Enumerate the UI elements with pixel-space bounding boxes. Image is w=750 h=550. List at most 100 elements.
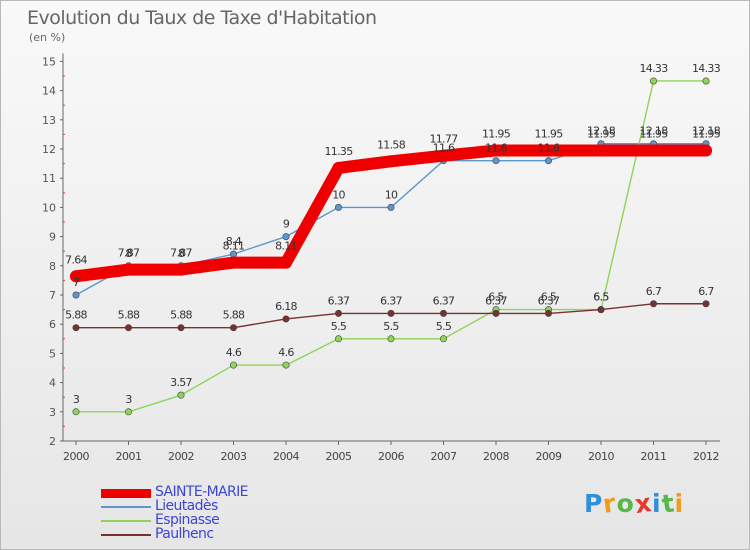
data-point-paulhenc-2011 xyxy=(649,300,657,308)
logo-letter: i xyxy=(652,489,662,518)
y-tick-label-10: 10 xyxy=(42,201,56,214)
data-label-lieutad-s-2000: 7 xyxy=(73,276,80,289)
data-point-lieutad-s-2009 xyxy=(544,157,552,165)
y-tick-label-13: 13 xyxy=(42,114,56,127)
y-tick-label-15: 15 xyxy=(42,55,56,68)
logo-letter: x xyxy=(632,487,654,520)
legend-item-paulhenc: Paulhenc xyxy=(101,526,321,542)
data-point-lieutad-s-2008 xyxy=(492,157,500,165)
data-label-lieutad-s-2005: 10 xyxy=(332,188,345,201)
data-label-paulhenc-2011: 6.7 xyxy=(646,285,662,298)
data-label-sainte-marie-2007: 11.77 xyxy=(430,133,459,146)
x-tick-label-2011: 2011 xyxy=(641,450,667,463)
data-label-espinasse-2002: 3.57 xyxy=(170,376,192,389)
data-point-sainte-marie-2006 xyxy=(385,155,397,168)
data-label-paulhenc-2004: 6.18 xyxy=(275,300,297,313)
chart-subtitle: (en %) xyxy=(29,31,66,44)
data-point-paulhenc-2000 xyxy=(72,324,80,332)
data-point-espinasse-2000 xyxy=(72,408,80,416)
data-label-lieutad-s-2006: 10 xyxy=(385,188,398,201)
data-label-espinasse-2007: 5.5 xyxy=(436,320,452,333)
data-point-sainte-marie-2010 xyxy=(595,144,607,157)
data-label-paulhenc-2000: 5.88 xyxy=(65,309,87,322)
data-label-espinasse-2004: 4.6 xyxy=(278,346,294,359)
legend-label-espinasse: Espinasse xyxy=(155,512,220,528)
x-tick-label-2001: 2001 xyxy=(116,450,142,463)
data-point-espinasse-2005 xyxy=(334,335,342,343)
data-label-sainte-marie-2004: 8.11 xyxy=(275,240,297,253)
legend-swatch-paulhenc xyxy=(101,534,151,536)
data-point-espinasse-2006 xyxy=(387,335,395,343)
legend-label-sainte-marie: SAINTE-MARIE xyxy=(155,484,249,500)
data-point-espinasse-2001 xyxy=(125,408,133,416)
data-label-espinasse-2009: 6.5 xyxy=(541,291,557,304)
data-label-paulhenc-2002: 5.88 xyxy=(170,309,192,322)
x-tick-label-2004: 2004 xyxy=(273,450,299,463)
data-point-espinasse-2004 xyxy=(282,361,290,369)
data-label-sainte-marie-2009: 11.95 xyxy=(535,127,564,140)
data-point-espinasse-2002 xyxy=(177,391,185,399)
data-label-paulhenc-2003: 5.88 xyxy=(223,309,245,322)
data-point-sainte-marie-2000 xyxy=(70,270,82,283)
data-label-paulhenc-2001: 5.88 xyxy=(118,309,140,322)
data-label-espinasse-2011: 14.33 xyxy=(640,62,669,75)
data-label-lieutad-s-2012: 12.18 xyxy=(692,125,721,138)
data-point-espinasse-2011 xyxy=(649,77,657,85)
data-label-paulhenc-2007: 6.37 xyxy=(433,294,455,307)
data-point-paulhenc-2005 xyxy=(334,309,342,317)
legend-swatch-sainte-marie xyxy=(101,488,151,498)
data-label-espinasse-2008: 6.5 xyxy=(488,291,504,304)
data-label-sainte-marie-2005: 11.35 xyxy=(325,145,354,158)
data-label-espinasse-2012: 14.33 xyxy=(692,62,721,75)
data-point-lieutad-s-2005 xyxy=(334,203,342,211)
data-point-paulhenc-2009 xyxy=(544,309,552,317)
data-label-sainte-marie-2000: 7.64 xyxy=(65,253,87,266)
legend-swatch-lieutad-s xyxy=(101,506,151,508)
data-point-paulhenc-2001 xyxy=(125,324,133,332)
data-label-paulhenc-2009: 6.37 xyxy=(538,294,560,307)
x-tick-label-2003: 2003 xyxy=(221,450,247,463)
data-point-espinasse-2007 xyxy=(439,335,447,343)
data-point-lieutad-s-2006 xyxy=(387,203,395,211)
y-tick-label-7: 7 xyxy=(49,289,56,302)
data-label-lieutad-s-2010: 12.18 xyxy=(587,125,616,138)
x-tick-label-2002: 2002 xyxy=(168,450,194,463)
data-point-sainte-marie-2003 xyxy=(227,256,240,269)
chart-legend: SAINTE-MARIE Lieutadès Espinasse Paulhenc xyxy=(101,484,321,542)
data-label-espinasse-2005: 5.5 xyxy=(331,320,347,333)
data-point-sainte-marie-2009 xyxy=(542,144,555,157)
data-label-paulhenc-2005: 6.37 xyxy=(328,294,350,307)
data-label-lieutad-s-2009: 11.6 xyxy=(538,142,560,155)
data-label-lieutad-s-2001: 8 xyxy=(125,247,132,260)
data-label-lieutad-s-2007: 11.6 xyxy=(433,142,455,155)
x-tick-label-2006: 2006 xyxy=(378,450,404,463)
data-point-paulhenc-2003 xyxy=(230,324,238,332)
data-point-sainte-marie-2005 xyxy=(332,161,345,174)
y-tick-label-9: 9 xyxy=(49,231,56,244)
legend-swatch-espinasse xyxy=(101,520,151,522)
data-point-paulhenc-2004 xyxy=(282,315,290,323)
data-point-paulhenc-2002 xyxy=(177,324,185,332)
data-point-paulhenc-2012 xyxy=(702,300,710,308)
data-point-espinasse-2003 xyxy=(230,361,238,369)
logo-letter: P xyxy=(584,489,604,518)
data-label-sainte-marie-2001: 7.87 xyxy=(118,247,140,260)
data-label-paulhenc-2006: 6.37 xyxy=(380,294,402,307)
data-label-paulhenc-2012: 6.7 xyxy=(698,285,714,298)
y-tick-label-14: 14 xyxy=(42,85,56,98)
x-tick-label-2005: 2005 xyxy=(326,450,352,463)
chart-title: Evolution du Taux de Taxe d'Habitation xyxy=(27,7,377,29)
x-tick-label-2000: 2000 xyxy=(63,450,89,463)
x-tick-label-2009: 2009 xyxy=(536,450,562,463)
y-tick-label-2: 2 xyxy=(49,435,56,448)
data-label-paulhenc-2008: 6.37 xyxy=(485,294,507,307)
data-label-sainte-marie-2012: 11.95 xyxy=(692,127,721,140)
legend-item-lieutad-s: Lieutadès xyxy=(101,498,321,514)
y-tick-label-11: 11 xyxy=(42,172,56,185)
data-point-sainte-marie-2011 xyxy=(647,144,660,157)
data-label-sainte-marie-2006: 11.58 xyxy=(377,138,406,151)
x-tick-label-2007: 2007 xyxy=(431,450,457,463)
data-label-espinasse-2010: 6.5 xyxy=(593,291,609,304)
data-point-sainte-marie-2001 xyxy=(122,263,135,276)
